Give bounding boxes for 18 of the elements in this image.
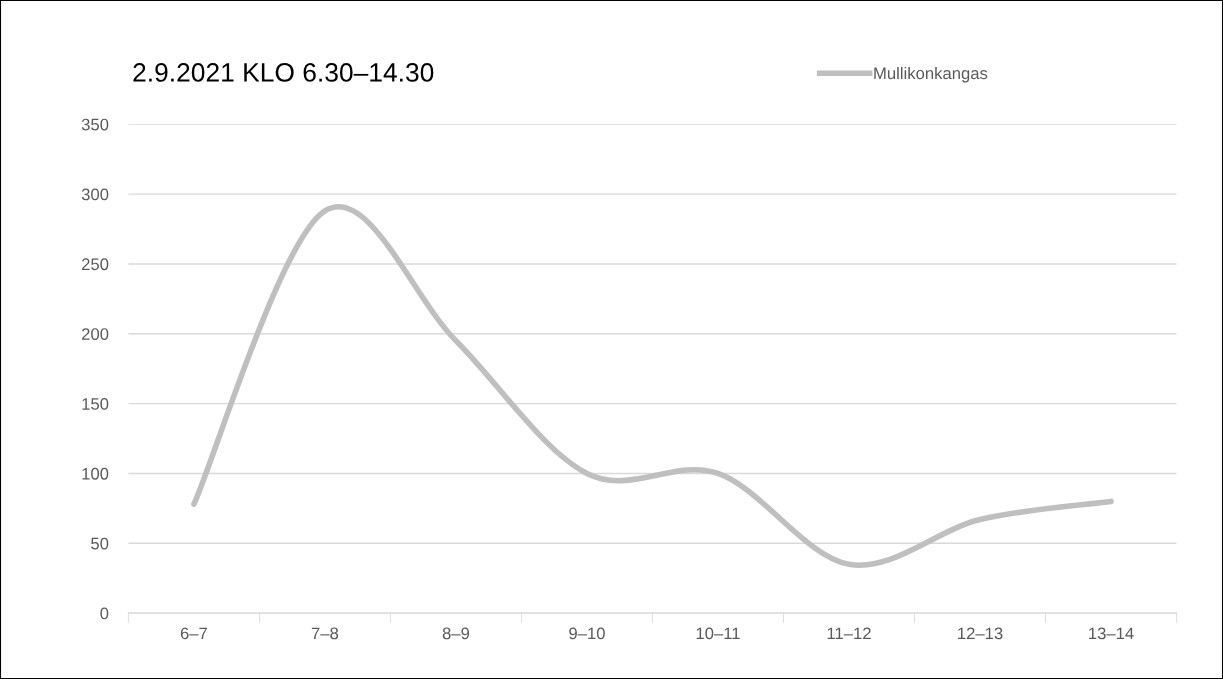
y-tick-label: 50 [91, 537, 109, 550]
y-tick-label: 250 [82, 258, 109, 271]
x-tick-label: 7–8 [311, 627, 339, 640]
x-tick-label: 9–10 [569, 627, 605, 640]
y-tick-label: 300 [81, 188, 109, 201]
y-tick-label: 150 [82, 398, 109, 410]
x-tick-label: 10–11 [696, 627, 740, 640]
x-tick-label: 13–14 [1089, 627, 1134, 640]
y-tick-label: 100 [82, 467, 109, 480]
legend-label: Mullikonkangas [874, 66, 988, 83]
x-tick-label: 8–9 [442, 627, 470, 640]
x-tick-label: 12–13 [958, 627, 1003, 640]
y-tick-label: 350 [81, 118, 109, 131]
y-tick-label: 200 [82, 328, 109, 340]
x-tick-label: 6–7 [180, 627, 207, 640]
chart-title: 2.9.2021 KLO 6.30–14.30 [133, 63, 434, 82]
x-tick-label: 11–12 [827, 627, 871, 640]
y-tick-label: 0 [100, 607, 109, 620]
